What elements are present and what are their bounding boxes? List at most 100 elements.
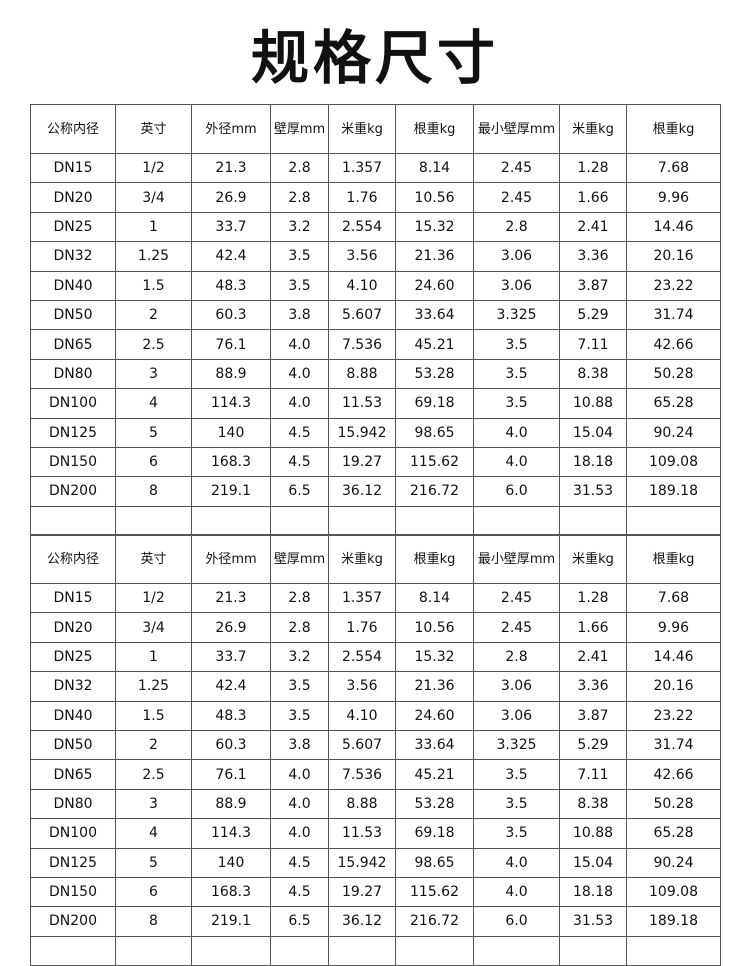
table-cell: 3/4	[115, 182, 192, 213]
page-title: 规格尺寸	[250, 24, 499, 92]
empty-row	[30, 935, 721, 966]
table-row: DN25 1 33.7 3.2 2.554 15.32 2.8 2.41 14.46	[30, 641, 721, 673]
table-cell: DN80	[30, 788, 116, 820]
column-header: 根重kg	[395, 534, 474, 584]
table-cell: 21.3	[191, 152, 271, 184]
table-row: DN15 1/2 21.3 2.8 1.357 8.14 2.45 1.28 7.68	[30, 582, 721, 614]
table-cell: 4.5	[270, 417, 329, 448]
column-header: 根重kg	[626, 534, 721, 584]
empty-cell	[559, 935, 627, 966]
table-cell: 6.0	[473, 906, 560, 937]
table-cell: DN20	[30, 612, 116, 643]
table-cell: 3.8	[270, 299, 329, 331]
table-cell: 3.06	[473, 270, 560, 301]
table-cell: DN25	[30, 641, 116, 673]
table-cell: 3.5	[270, 700, 329, 731]
table-cell: 76.1	[191, 329, 271, 360]
table-cell: 31.53	[559, 906, 627, 937]
column-header: 外径mm	[191, 534, 271, 584]
table-cell: 5.607	[328, 299, 396, 331]
empty-cell	[30, 505, 116, 536]
table-cell: 7.68	[626, 582, 721, 614]
empty-cell	[473, 505, 560, 536]
empty-cell	[191, 935, 271, 966]
column-header: 根重kg	[626, 104, 721, 154]
table-cell: 10.88	[559, 818, 627, 849]
table-cell: 60.3	[191, 729, 271, 761]
table-cell: 2.554	[328, 211, 396, 243]
table-cell: 42.66	[626, 329, 721, 360]
table-cell: 33.64	[395, 729, 474, 761]
table-cell: 168.3	[191, 446, 271, 478]
table-cell: 33.7	[191, 641, 271, 673]
table-cell: 21.36	[395, 241, 474, 272]
table-cell: 53.28	[395, 788, 474, 820]
table-cell: 2.5	[115, 759, 192, 790]
table-cell: 2.45	[473, 612, 560, 643]
table-cell: 4.10	[328, 270, 396, 301]
empty-cell	[395, 935, 474, 966]
table-cell: 6	[115, 876, 192, 908]
empty-cell	[115, 505, 192, 536]
table-cell: 60.3	[191, 299, 271, 331]
table-cell: 36.12	[328, 906, 396, 937]
table-cell: 3.5	[473, 759, 560, 790]
empty-row	[30, 505, 721, 536]
table-cell: 6	[115, 446, 192, 478]
table-cell: 1.28	[559, 152, 627, 184]
table-cell: 1	[115, 211, 192, 243]
empty-cell	[270, 935, 329, 966]
table-cell: 14.46	[626, 211, 721, 243]
table-cell: 6.5	[270, 906, 329, 937]
table-cell: DN65	[30, 759, 116, 790]
table-cell: 18.18	[559, 876, 627, 908]
empty-cell	[115, 935, 192, 966]
table-cell: 219.1	[191, 906, 271, 937]
table-cell: 5.29	[559, 299, 627, 331]
table-cell: 88.9	[191, 358, 271, 390]
table-cell: 48.3	[191, 270, 271, 301]
table-cell: 3.5	[473, 788, 560, 820]
empty-cell	[626, 505, 721, 536]
column-header: 米重kg	[559, 534, 627, 584]
table-cell: 3.325	[473, 299, 560, 331]
table-cell: 3.325	[473, 729, 560, 761]
table-cell: DN25	[30, 211, 116, 243]
table-cell: 7.536	[328, 759, 396, 790]
table-cell: 2.5	[115, 329, 192, 360]
empty-cell	[559, 505, 627, 536]
table-cell: 3.5	[270, 671, 329, 702]
column-header: 根重kg	[395, 104, 474, 154]
table-cell: 1.66	[559, 182, 627, 213]
table-cell: 42.66	[626, 759, 721, 790]
table-cell: 3.56	[328, 241, 396, 272]
table-cell: 11.53	[328, 818, 396, 849]
table-cell: 20.16	[626, 671, 721, 702]
table-cell: 109.08	[626, 446, 721, 478]
table-cell: 2.554	[328, 641, 396, 673]
column-header: 英寸	[115, 104, 192, 154]
table-cell: DN50	[30, 729, 116, 761]
empty-cell	[328, 505, 396, 536]
table-cell: 3.5	[270, 241, 329, 272]
table-cell: 1/2	[115, 582, 192, 614]
table-cell: 6.0	[473, 476, 560, 507]
table-cell: DN200	[30, 476, 116, 507]
column-header: 米重kg	[328, 534, 396, 584]
table-row: DN65 2.5 76.1 4.0 7.536 45.21 3.5 7.11 42.66	[30, 329, 721, 360]
table-cell: 3.56	[328, 671, 396, 702]
table-cell: 3.36	[559, 671, 627, 702]
table-cell: 45.21	[395, 329, 474, 360]
table-cell: 4.5	[270, 446, 329, 478]
table-cell: 1.66	[559, 612, 627, 643]
table-cell: 65.28	[626, 388, 721, 419]
empty-cell	[395, 505, 474, 536]
table-cell: 69.18	[395, 818, 474, 849]
table-cell: 8.88	[328, 358, 396, 390]
table-cell: DN100	[30, 388, 116, 419]
table-cell: 216.72	[395, 476, 474, 507]
table-cell: 8.38	[559, 358, 627, 390]
table-cell: 1.28	[559, 582, 627, 614]
table-cell: 2.41	[559, 211, 627, 243]
table-cell: 8.14	[395, 152, 474, 184]
